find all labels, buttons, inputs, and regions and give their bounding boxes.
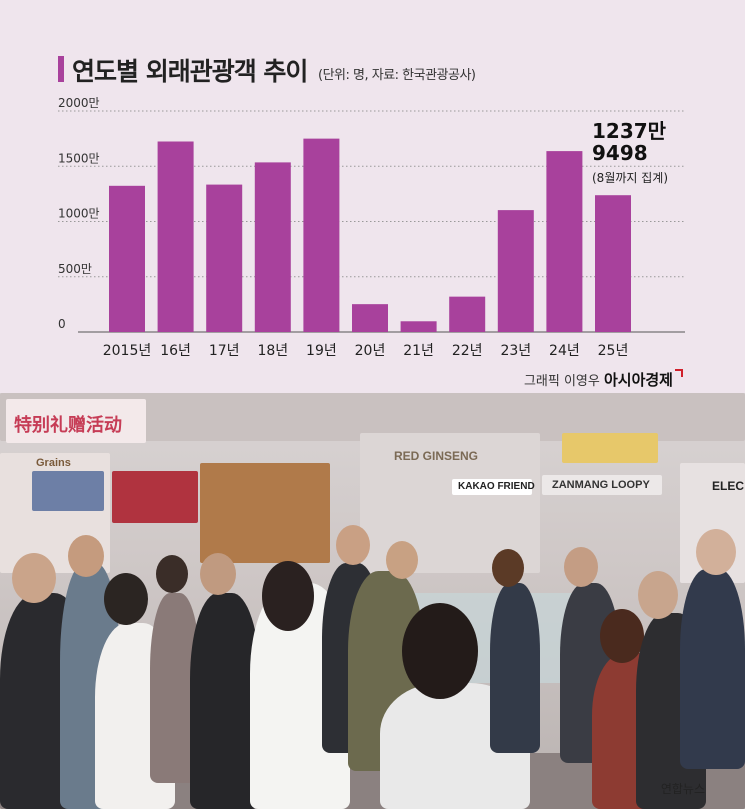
bar: [352, 304, 388, 332]
person-head: [336, 525, 370, 565]
person-head: [200, 553, 236, 595]
duty-free-store-photo: 特别礼赠活动 Grains RED GINSENG KAKAO FRIEND Z…: [0, 393, 745, 809]
person-head: [402, 603, 478, 699]
bar: [497, 210, 534, 332]
bar-chart: 0 500만 1000만 1500만 2000만 2015년 16년 17년 18년 19년 20년…: [58, 96, 685, 359]
left-store-sign: Grains: [36, 457, 71, 469]
x-tick-label: 16년: [160, 343, 191, 359]
y-tick-label: 1000만: [58, 207, 100, 221]
y-tick-label: 0: [58, 317, 66, 331]
person-head: [156, 555, 188, 593]
chart-title: 연도별 외래관광객 추이: [72, 57, 308, 86]
annotation-value-line2: 9498: [592, 141, 648, 165]
publisher-logo: 아시아경제: [603, 371, 673, 389]
person-head: [262, 561, 314, 631]
red-ginseng-sign: RED GINSENG: [394, 449, 479, 463]
x-tick-label: 17년: [209, 343, 240, 359]
bar: [449, 296, 486, 332]
graphic-credit-author: 그래픽 이영우: [523, 374, 600, 389]
person-head: [600, 609, 644, 663]
left-sign-board: [6, 399, 146, 443]
kakao-banner: [452, 479, 532, 495]
bar: [595, 195, 631, 332]
yellow-display: [562, 433, 658, 463]
bar: [157, 141, 194, 332]
photo-credit: 연합뉴스: [660, 782, 705, 796]
person-head: [696, 529, 736, 575]
bar: [254, 162, 291, 332]
zanmang-loopy-sign: ZANMANG LOOPY: [552, 479, 650, 491]
y-tick-label: 2000만: [58, 96, 100, 110]
person-head: [68, 535, 104, 577]
person-head: [104, 573, 148, 625]
x-tick-label: 22년: [452, 343, 483, 359]
person: [680, 569, 745, 769]
title-accent-bar: [58, 56, 64, 82]
bar: [546, 151, 583, 332]
chart-panel: 연도별 외래관광객 추이 (단위: 명, 자료: 한국관광공사) 0 500만 10…: [0, 0, 745, 393]
kakao-friend-sign: KAKAO FRIEND: [458, 481, 535, 492]
x-tick-label: 2015년: [103, 343, 152, 359]
y-tick-label: 500만: [58, 262, 92, 276]
bar: [400, 321, 437, 332]
publisher-mark-icon: [675, 369, 683, 377]
x-tick-label: 23년: [500, 343, 531, 359]
person-head: [12, 553, 56, 603]
annotation-value-line1: 1237만: [592, 119, 667, 143]
x-tick-label: 19년: [306, 343, 337, 359]
person-head: [386, 541, 418, 579]
graphic-credit: 그래픽 이영우 아시아경제: [524, 369, 683, 390]
person-head: [564, 547, 598, 587]
red-display: [112, 471, 198, 523]
bar: [206, 184, 243, 332]
x-tick-label: 25년: [598, 343, 629, 359]
person-head: [492, 549, 524, 587]
x-tick-label: 24년: [549, 343, 580, 359]
zanmang-banner: [542, 475, 662, 495]
bar: [109, 185, 145, 332]
y-tick-label: 1500만: [58, 151, 100, 165]
tv-screen: [32, 471, 104, 511]
promo-sign: 特别礼赠活动: [14, 415, 122, 435]
chart-subtitle: (단위: 명, 자료: 한국관광공사): [318, 68, 476, 83]
x-tick-label: 18년: [257, 343, 288, 359]
wood-shelves: [200, 463, 330, 563]
x-tick-label: 21년: [403, 343, 434, 359]
x-tick-label: 20년: [355, 343, 386, 359]
bar: [303, 138, 340, 332]
person: [490, 583, 540, 753]
person: [190, 593, 260, 809]
person-head: [638, 571, 678, 619]
elec-sign: ELEC: [712, 479, 745, 493]
annotation-note: (8월까지 집계): [592, 171, 668, 185]
